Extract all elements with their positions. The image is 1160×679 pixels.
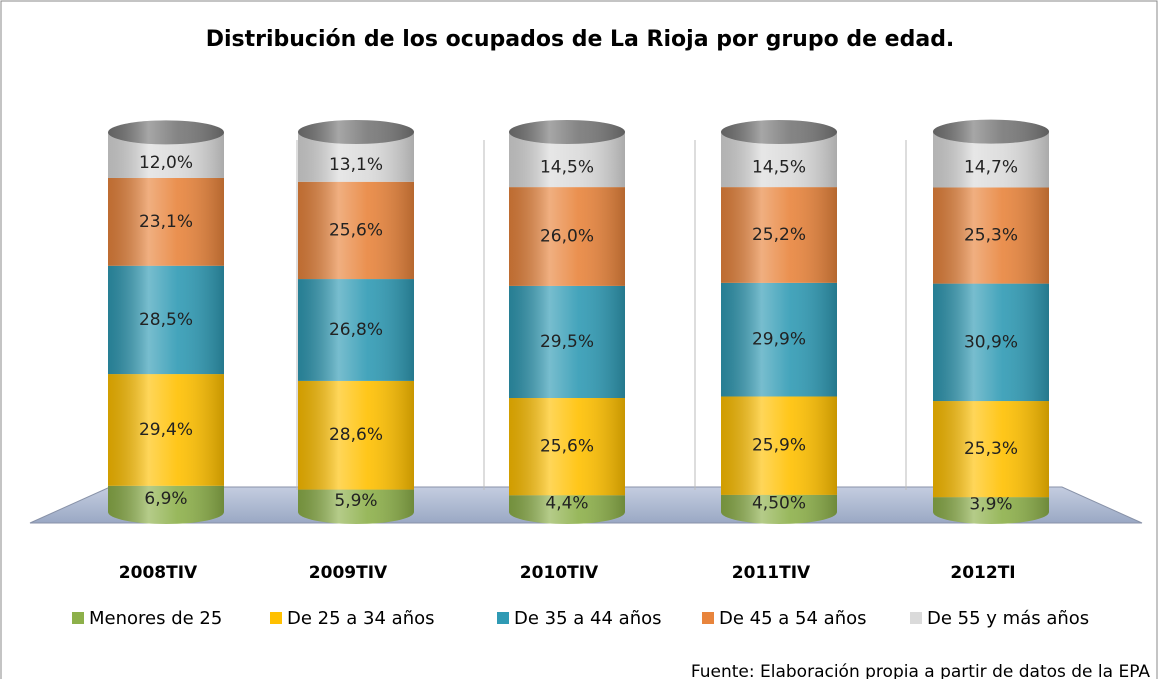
data-label: 14,5%	[540, 158, 594, 178]
data-label: 30,9%	[964, 332, 1018, 352]
legend-label: De 25 a 34 años	[287, 608, 435, 629]
separators	[296, 140, 907, 490]
data-label: 14,5%	[752, 158, 806, 178]
data-label: 6,9%	[144, 489, 187, 509]
segment-shade	[933, 401, 1049, 498]
x-tick-label: 2010TIV	[520, 563, 599, 583]
data-label: 14,7%	[964, 158, 1018, 178]
data-label: 4,50%	[752, 493, 806, 513]
segment-shade	[108, 265, 224, 375]
chart-title: Distribución de los ocupados de La Rioja…	[206, 27, 955, 52]
legend-label: De 55 y más años	[927, 608, 1089, 629]
legend-swatch	[702, 612, 714, 624]
segment-shade	[509, 398, 625, 496]
x-tick-label: 2012TI	[950, 563, 1015, 583]
segment-shade	[721, 187, 837, 283]
data-label: 25,2%	[752, 225, 806, 245]
data-label: 29,9%	[752, 330, 806, 350]
x-tick-label: 2008TIV	[119, 563, 198, 583]
data-label: 13,1%	[329, 155, 383, 175]
data-label: 25,6%	[329, 220, 383, 240]
legend-swatch	[72, 612, 84, 624]
data-label: 26,8%	[329, 320, 383, 340]
segment-shade	[298, 380, 414, 490]
data-label: 28,5%	[139, 310, 193, 330]
data-label: 25,3%	[964, 226, 1018, 246]
legend-label: De 45 a 54 años	[719, 608, 867, 629]
segment-shade	[721, 396, 837, 495]
segment-shade	[933, 497, 1049, 512]
segment-shade	[509, 495, 625, 512]
segment-shade	[108, 374, 224, 486]
x-tick-label: 2011TIV	[732, 563, 811, 583]
segment-shade	[108, 485, 224, 512]
segment-shade	[298, 279, 414, 381]
data-label: 29,5%	[540, 332, 594, 352]
data-label: 12,0%	[139, 153, 193, 173]
legend-swatch	[270, 612, 282, 624]
legend-label: De 35 a 44 años	[514, 608, 662, 629]
segment-shade	[721, 282, 837, 397]
segment-shade	[933, 187, 1049, 284]
data-label: 25,3%	[964, 439, 1018, 459]
data-label: 26,0%	[540, 227, 594, 247]
segment-top-shade	[108, 120, 224, 145]
segment-top-shade	[298, 120, 414, 144]
segment-top-shade	[509, 120, 625, 144]
segment-shade	[298, 489, 414, 512]
segment-shade	[933, 283, 1049, 402]
data-label: 28,6%	[329, 425, 383, 445]
data-label: 29,4%	[139, 420, 193, 440]
legend-swatch	[497, 612, 509, 624]
source: Fuente: Elaboración propia a partir de d…	[691, 662, 1150, 679]
data-label: 23,1%	[139, 212, 193, 232]
segment-shade	[509, 285, 625, 398]
segment-top-shade	[721, 120, 837, 144]
data-label: 25,6%	[540, 437, 594, 457]
x-tick-label: 2009TIV	[309, 563, 388, 583]
data-label: 3,9%	[969, 495, 1012, 515]
data-label: 4,4%	[545, 494, 588, 514]
segment-shade	[108, 177, 224, 266]
segment-shade	[298, 181, 414, 280]
segment-shade	[721, 494, 837, 512]
data-label: 5,9%	[334, 491, 377, 511]
segment-shade	[509, 187, 625, 286]
data-label: 25,9%	[752, 436, 806, 456]
legend-swatch	[910, 612, 922, 624]
segment-top-shade	[933, 119, 1049, 144]
legend-label: Menores de 25	[89, 608, 222, 629]
